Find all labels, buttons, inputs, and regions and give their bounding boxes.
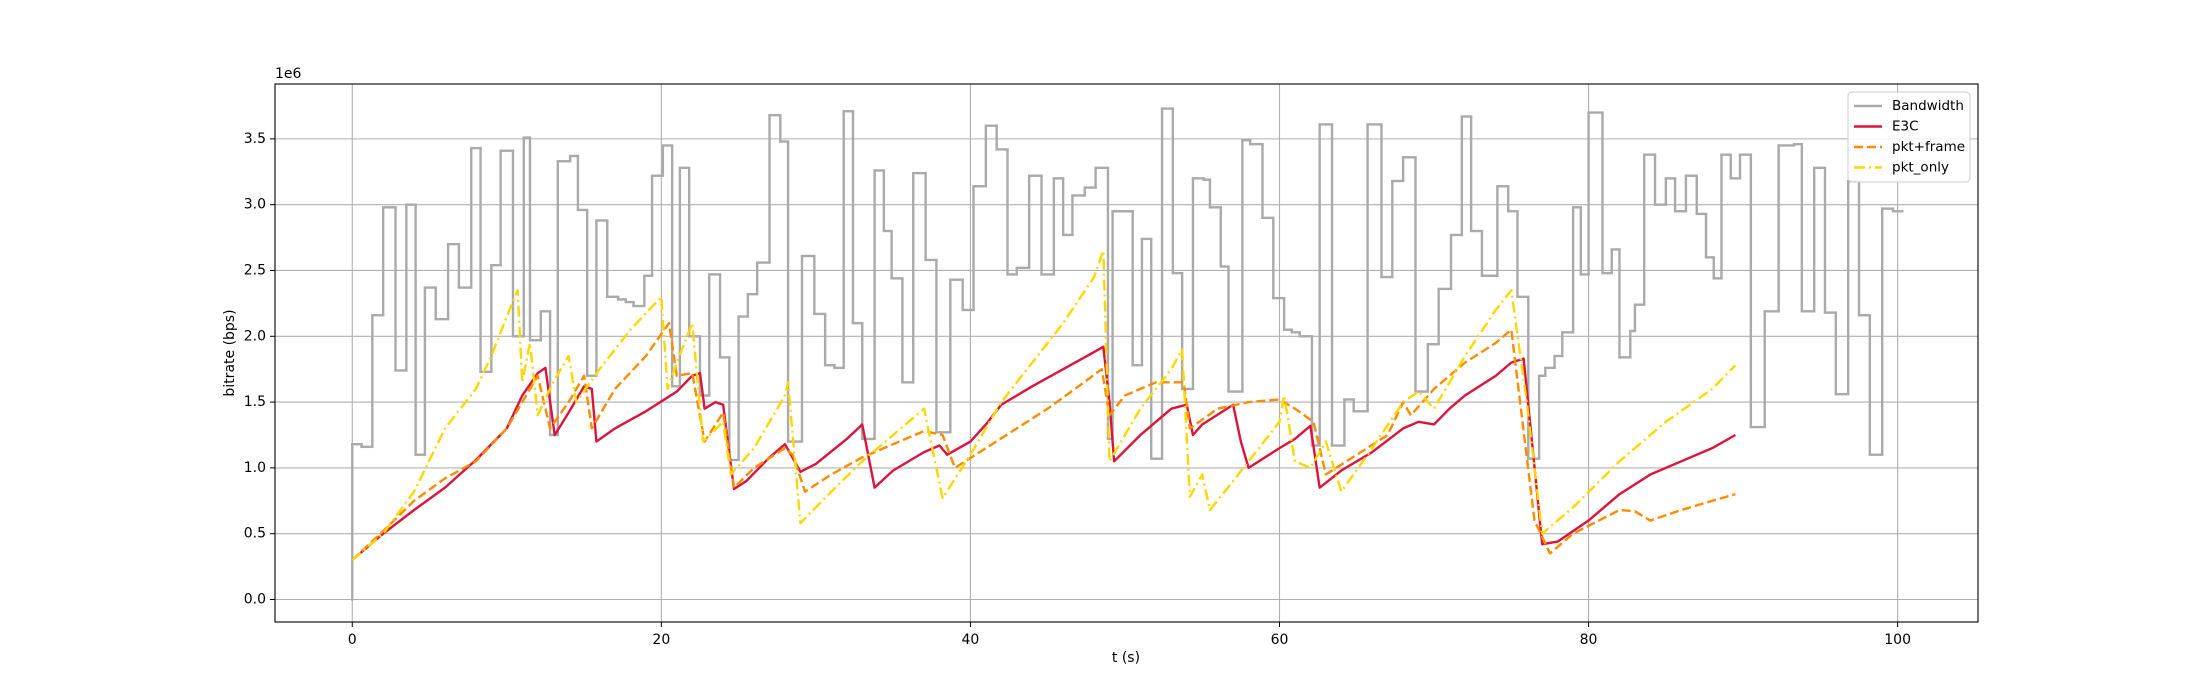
legend-label: pkt_only [1892, 160, 1949, 176]
series-line [351, 249, 1737, 561]
y-tick-label: 2.5 [244, 262, 266, 278]
axes-frame [274, 83, 1979, 623]
series-line [351, 321, 1736, 561]
legend-box [1847, 91, 1971, 183]
y-tick-label: 0.5 [244, 526, 266, 542]
y-tick-label: 0.0 [244, 591, 266, 607]
x-axis-label: t (s) [1112, 650, 1140, 666]
y-tick-label: 1.5 [244, 394, 266, 410]
x-tick-label: 20 [652, 632, 670, 648]
x-tick-label: 80 [1580, 632, 1598, 648]
x-tick-label: 60 [1271, 632, 1289, 648]
step-riser [351, 108, 1895, 600]
y-tick-label: 2.0 [244, 328, 266, 344]
y-tick-label: 3.0 [244, 197, 266, 213]
plot-area [351, 107, 1904, 601]
y-axis-label: bitrate (bps) [222, 309, 238, 396]
legend-label: pkt+frame [1892, 139, 1965, 155]
x-tick-label: 40 [962, 632, 980, 648]
legend-label: E3C [1892, 119, 1919, 135]
y-offset-label: 1e6 [275, 66, 302, 82]
x-tick-label: 0 [348, 632, 357, 648]
y-tick-label: 1.0 [244, 460, 266, 476]
x-tick-label: 100 [1884, 632, 1911, 648]
y-tick-label: 3.5 [244, 131, 266, 147]
legend-label: Bandwidth [1892, 98, 1964, 114]
